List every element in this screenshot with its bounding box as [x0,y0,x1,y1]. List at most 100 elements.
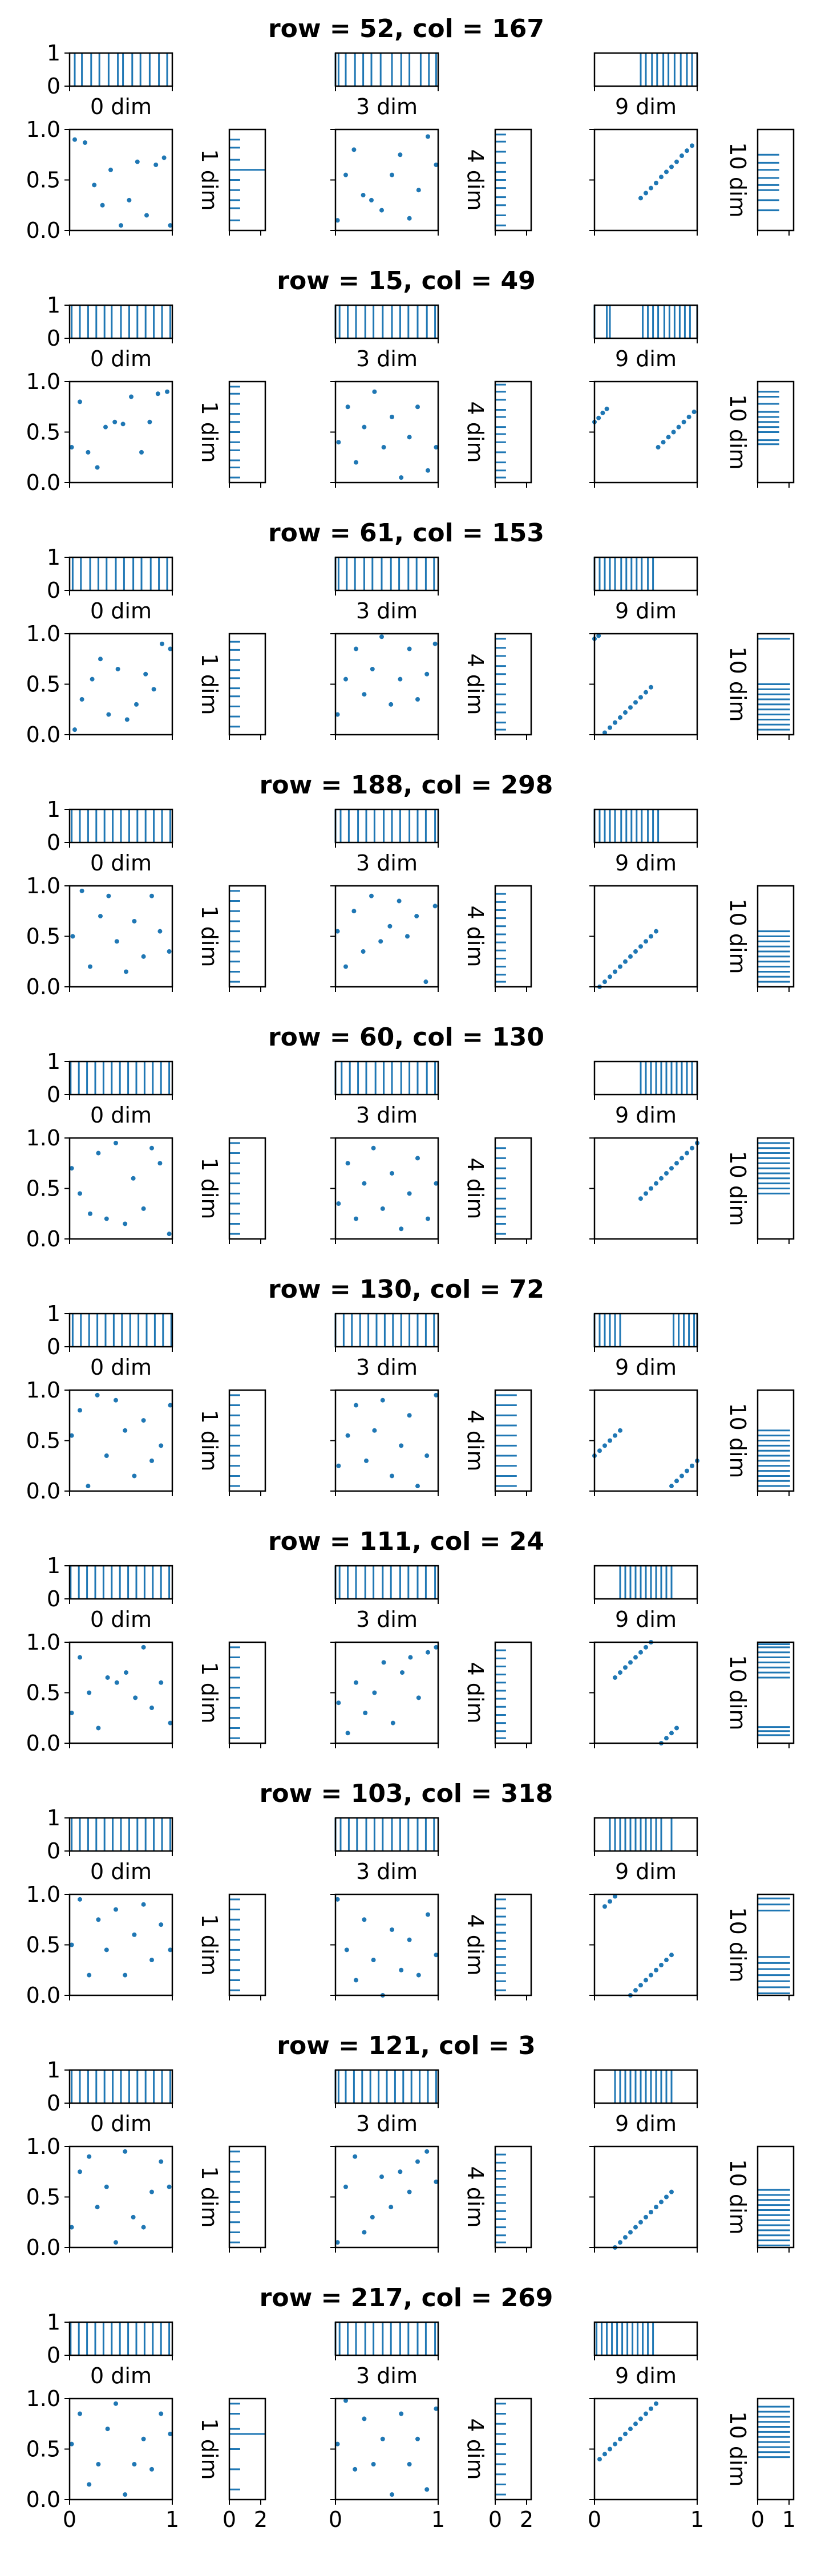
scatter-point [123,2492,128,2497]
scatter-point [353,2466,358,2472]
scatter-point [78,2411,82,2416]
strip-axes-frame [334,304,439,339]
scatter-y-tick-label: 0.5 [26,1176,60,1201]
scatter-point [649,2210,653,2215]
scatter-point [104,1947,109,1953]
scatter-point [127,197,132,202]
marginal-axes-frame [757,633,795,736]
scatter-point [132,1932,137,1937]
scatter-point [70,934,75,939]
scatter-point [434,1392,439,1398]
scatter-point [628,954,633,959]
scatter-point [141,2225,146,2230]
scatter-axes-frame [68,633,173,736]
scatter-y-tick-label: 0.5 [26,1428,60,1453]
scatter-point [343,172,348,177]
scatter-point [151,687,156,692]
scatter-point [390,1927,394,1932]
scatter-point [100,202,105,208]
scatter-point [69,1942,74,1947]
scatter-point [369,197,374,202]
scatter-point [407,435,412,440]
scatter-point [371,1958,376,1963]
scatter-axes-frame [334,128,439,232]
panel-title: 3 dim [356,2363,418,2388]
scatter-point [361,193,366,198]
strip-y-tick-label: 1 [47,2310,60,2335]
scatter-y-tick-label: 0.0 [26,218,60,243]
strip-axes-frame [334,2069,439,2104]
scatter-point [407,1937,412,1942]
scatter-point [106,712,111,717]
panel-title: 3 dim [356,1103,418,1128]
scatter-x-tick-label: 1 [431,2507,445,2532]
strip-y-tick-label: 0 [47,1082,60,1107]
scatter-point [90,677,95,682]
scatter-point [602,979,607,985]
marginal-x-tick-label: 0 [488,2507,502,2532]
scatter-point [644,1191,648,1196]
scatter-point [123,1972,128,1978]
scatter-point [161,155,167,160]
scatter-point [608,725,612,730]
scatter-point [669,1953,674,1958]
scatter-point [98,657,103,662]
scatter-y-tick-label: 0.0 [26,1226,60,1251]
scatter-point [602,1443,607,1448]
group-title: row = 121, col = 3 [277,2031,535,2060]
panel-title: 9 dim [615,850,677,876]
scatter-point [335,929,340,934]
marginal-axes-frame [228,1641,266,1744]
scatter-point [335,712,340,717]
strip-y-tick-label: 1 [47,293,60,318]
scatter-point [159,1922,164,1927]
scatter-point [597,2457,602,2462]
scatter-y-tick-label: 1.0 [26,369,60,394]
scatter-point [423,979,428,985]
strip-y-tick-label: 0 [47,326,60,351]
marginal-axes-frame [757,1137,795,1240]
strip-y-tick-label: 0 [47,1838,60,1864]
scatter-point [378,939,383,944]
group-title: row = 188, col = 298 [260,771,553,800]
scatter-point [69,2441,74,2447]
marginal-axes-frame [494,885,532,988]
strip-axes-frame [593,556,698,592]
scatter-axes-frame [334,885,439,988]
scatter-point [633,1655,638,1660]
scatter-point [132,1473,137,1479]
strip-axes-frame [593,2321,698,2356]
side-label: 10 dim [725,1655,750,1730]
panel-title: 3 dim [356,1859,418,1884]
scatter-point [343,2184,348,2189]
panel-title: 9 dim [615,598,677,623]
scatter-point [596,415,601,420]
scatter-point [613,1433,617,1438]
scatter-point [361,949,366,954]
scatter-point [119,223,123,228]
scatter-point [153,162,159,167]
scatter-point [96,1726,101,1731]
scatter-point [432,641,438,646]
scatter-x-tick-label: 1 [165,2507,179,2532]
scatter-point [372,389,377,394]
scatter-point [149,893,154,898]
scatter-point [407,2462,412,2467]
scatter-point [335,2240,340,2245]
strip-axes-frame [593,52,698,87]
scatter-point [633,2225,638,2230]
group-title: row = 217, col = 269 [260,2283,553,2312]
strip-axes-frame [68,52,173,87]
scatter-point [597,1448,602,1453]
scatter-point [124,969,128,974]
scatter-point [416,1695,421,1700]
scatter-axes-frame [334,1137,439,1240]
scatter-point [664,1958,669,1963]
scatter-point [335,2441,340,2447]
strip-axes-frame [334,1565,439,1600]
scatter-point [336,1463,341,1468]
marginal-axes-frame [494,1137,532,1240]
scatter-point [95,2205,100,2210]
side-label: 10 dim [725,1907,750,1982]
scatter-point [123,2149,128,2154]
